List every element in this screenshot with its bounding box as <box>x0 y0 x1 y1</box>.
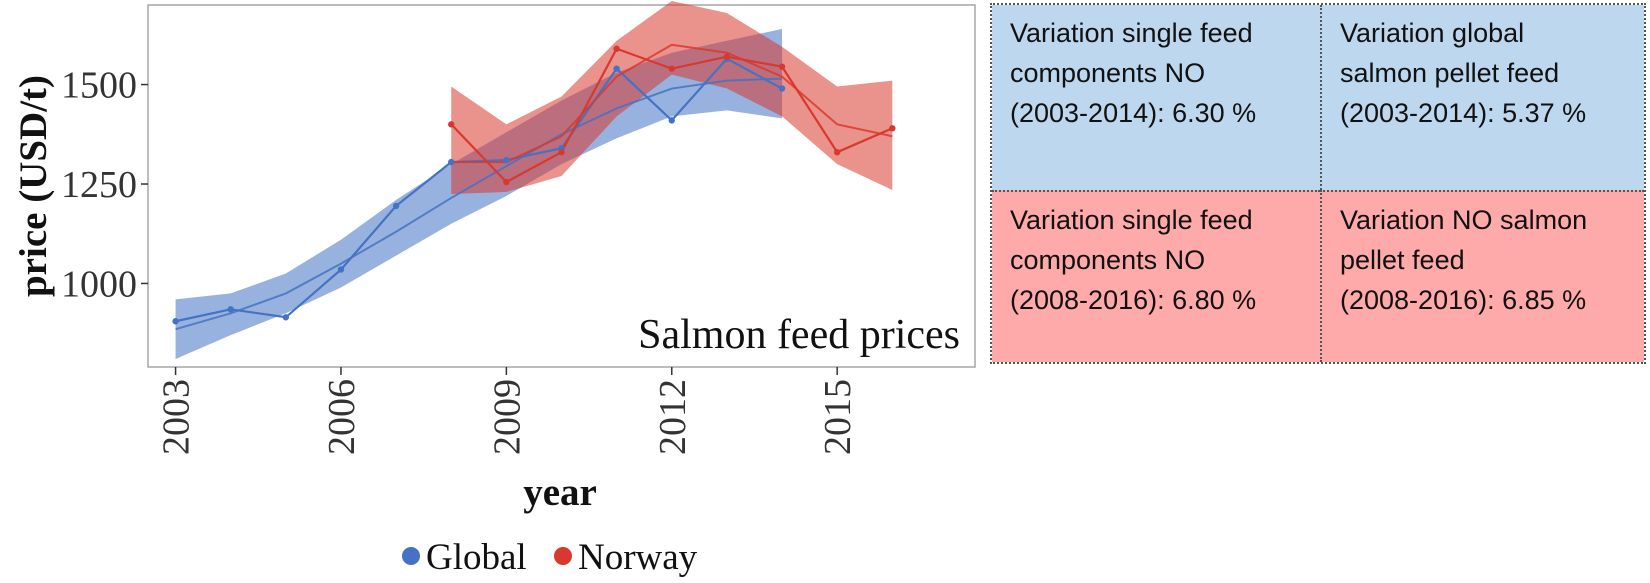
data-point-global-2004 <box>227 306 234 313</box>
info-line: (2003-2014): 5.37 % <box>1340 98 1587 128</box>
chart-title: Salmon feed prices <box>638 312 960 358</box>
data-point-norway-2014 <box>778 63 786 70</box>
y-tick-label: 1000 <box>61 263 137 305</box>
legend-label-norway: Norway <box>578 537 698 578</box>
info-box-norway-single-feed: Variation single feed components NO (200… <box>992 190 1320 362</box>
legend-marker-norway <box>554 547 572 565</box>
data-point-norway-2009 <box>503 178 510 186</box>
data-point-norway-2015 <box>833 148 841 156</box>
info-line: Variation global <box>1340 18 1525 48</box>
data-point-norway-2012 <box>668 65 675 72</box>
data-point-norway-2013 <box>723 53 731 60</box>
info-line: (2003-2014): 6.30 % <box>1010 98 1257 128</box>
salmon-feed-price-chart: 2003 2006 2009 2012 2015 1000 1250 1500 Salmon… <box>12 1 976 578</box>
data-point-global-2007 <box>392 202 400 210</box>
data-point-norway-2010 <box>558 148 565 156</box>
info-box-global-pellet-feed: Variation global salmon pellet feed (200… <box>1320 5 1644 190</box>
data-point-global-2014 <box>778 85 786 92</box>
data-point-norway-2011 <box>613 45 620 52</box>
x-axis-label: year <box>523 471 597 514</box>
variation-summary-grid: Variation single feed components NO (200… <box>990 3 1646 364</box>
trend-line-global <box>175 77 783 331</box>
y-axis-label: price (USD/t) <box>12 75 55 297</box>
info-line: salmon pellet feed <box>1340 58 1560 88</box>
info-line: components NO <box>1010 245 1206 275</box>
legend: Global Norway <box>402 537 698 578</box>
info-line: pellet feed <box>1340 245 1465 275</box>
data-point-global-2008 <box>448 158 455 166</box>
x-tick-label: 2003 <box>156 379 198 455</box>
trend-line-norway <box>451 43 893 164</box>
x-tick-label: 2009 <box>486 379 528 455</box>
data-point-global-2005 <box>282 314 290 321</box>
info-line: (2008-2016): 6.80 % <box>1010 285 1257 315</box>
data-point-global-2009 <box>503 156 510 164</box>
info-box-norway-pellet-feed: Variation NO salmon pellet feed (2008-20… <box>1320 190 1644 362</box>
x-tick-label: 2012 <box>652 379 694 455</box>
x-tick-label: 2006 <box>321 379 363 455</box>
info-line: Variation single feed <box>1010 205 1253 235</box>
data-point-global-2006 <box>337 266 345 273</box>
info-line: Variation NO salmon <box>1340 205 1588 235</box>
x-tick-label: 2015 <box>817 379 859 455</box>
info-line: components NO <box>1010 58 1206 88</box>
data-point-global-2012 <box>668 117 675 124</box>
info-box-global-single-feed: Variation single feed components NO (200… <box>992 5 1320 190</box>
legend-label-global: Global <box>426 537 527 578</box>
info-line: Variation single feed <box>1010 18 1253 48</box>
info-line: (2008-2016): 6.85 % <box>1340 285 1587 315</box>
confidence-band-global <box>175 28 783 360</box>
legend-marker-global <box>402 547 420 565</box>
data-point-global-2003 <box>172 318 179 325</box>
y-tick-label: 1500 <box>61 65 137 107</box>
data-point-global-2011 <box>613 65 620 72</box>
data-point-norway-2008 <box>448 121 455 128</box>
data-point-norway-2016 <box>889 125 896 132</box>
y-tick-label: 1250 <box>61 164 137 206</box>
